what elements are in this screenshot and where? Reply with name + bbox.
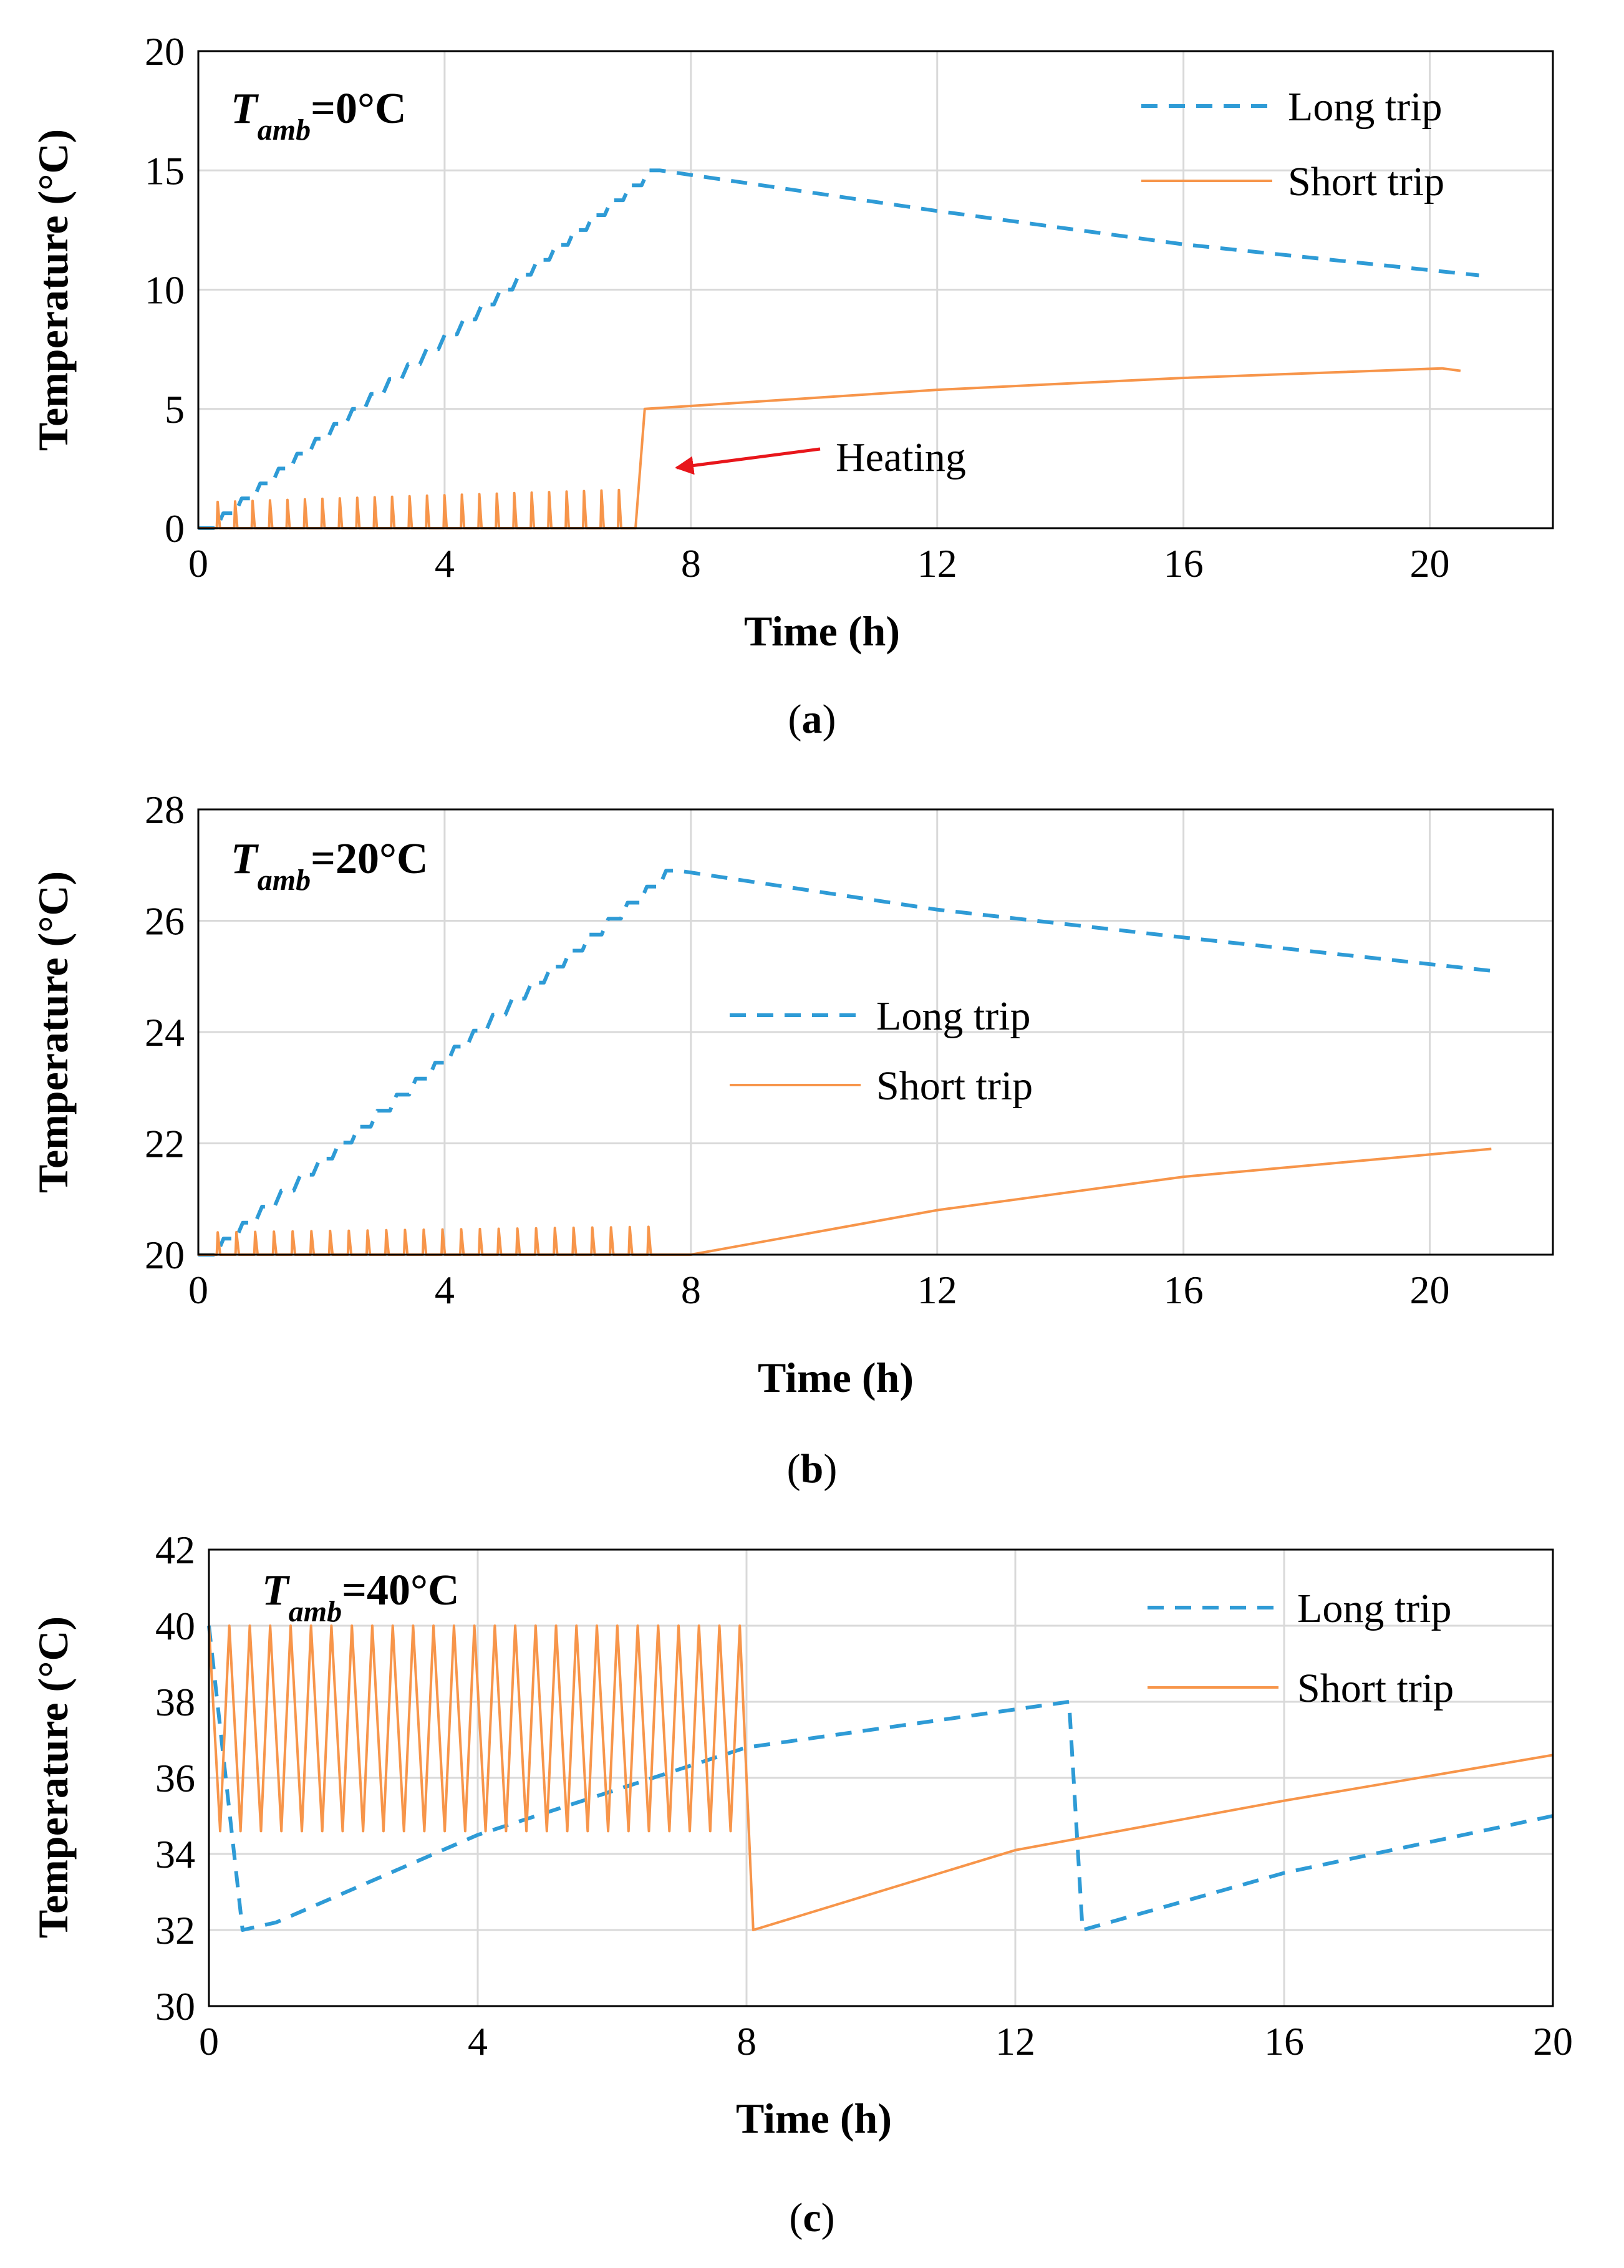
panel-b: 20 22 24 26 28 0 4 8 12 16 20 Temperature (°C) Ti…	[29, 788, 1554, 1492]
panel-b-x-tick-label: 4	[435, 1268, 455, 1312]
panel-a-x-tick-label: 12	[917, 541, 957, 586]
panel-c-y-ticks: 30 32 34 36 38 40 42	[155, 1528, 195, 2029]
panel-c-y-tick-label: 36	[155, 1756, 195, 1800]
panel-c: 30 32 34 36 38 40 42 0 4 8 12 16 20 Temperature (°C…	[29, 1528, 1573, 2241]
panel-b-legend-short-label: Short trip	[876, 1063, 1033, 1109]
panel-b-long-trip-line	[198, 869, 1492, 1257]
panel-a-y-tick-label: 0	[165, 506, 185, 551]
panel-a-x-tick-label: 4	[435, 541, 455, 586]
panel-c-x-tick-label: 20	[1533, 2019, 1573, 2063]
panel-a-short-trip-line	[198, 367, 1461, 529]
panel-c-long-trip-line	[207, 1625, 1554, 1932]
panel-a-x-axis-title: Time (h)	[744, 607, 900, 655]
panel-a-legend-long-label: Long trip	[1288, 84, 1442, 130]
panel-c-plot-frame	[208, 1548, 1554, 2007]
panel-c-y-tick-label: 32	[155, 1908, 195, 1952]
panel-b-legend: Long trip Short trip	[730, 993, 1033, 1109]
panel-a-x-tick-label: 8	[681, 541, 701, 586]
panel-a-y-tick-label: 10	[145, 268, 185, 312]
panel-c-legend-long-label: Long trip	[1297, 1586, 1451, 1631]
panel-a-x-tick-label: 20	[1410, 541, 1450, 586]
panel-a-grid	[198, 51, 1553, 528]
panel-b-short-trip-line	[198, 1147, 1492, 1256]
panel-b-series	[198, 869, 1492, 1257]
panel-a-legend: Long trip Short trip	[1141, 84, 1444, 205]
panel-c-tamb-label: Tamb=40°C	[262, 1566, 460, 1628]
panel-c-y-tick-label: 40	[155, 1604, 195, 1648]
panel-b-tamb-label: Tamb=20°C	[231, 835, 428, 897]
panel-b-x-tick-label: 20	[1410, 1268, 1450, 1312]
panel-a-x-tick-label: 0	[188, 541, 208, 586]
panel-b-y-tick-label: 24	[145, 1010, 185, 1054]
panel-c-legend-short-label: Short trip	[1297, 1666, 1454, 1711]
panel-a-tamb-label: Tamb=0°C	[231, 85, 407, 147]
panel-c-x-tick-label: 12	[995, 2019, 1035, 2063]
panel-c-y-axis-title: Temperature (°C)	[29, 1616, 77, 1938]
panel-c-y-tick-label: 42	[155, 1528, 195, 1572]
panel-b-y-axis-title: Temperature (°C)	[29, 871, 77, 1193]
panel-b-x-tick-label: 16	[1164, 1268, 1204, 1312]
panel-b-legend-long-label: Long trip	[876, 993, 1030, 1039]
panel-c-y-tick-label: 34	[155, 1832, 195, 1876]
panel-b-caption: (b)	[787, 1446, 838, 1492]
panel-c-y-tick-label: 38	[155, 1680, 195, 1724]
panel-c-legend: Long trip Short trip	[1148, 1586, 1454, 1711]
panel-a-heating-label: Heating	[836, 435, 966, 480]
panel-a-y-axis-title: Temperature (°C)	[29, 129, 77, 451]
panel-a-plot-frame	[197, 50, 1554, 529]
panel-c-x-tick-label: 16	[1264, 2019, 1304, 2063]
panel-b-x-axis-title: Time (h)	[758, 1354, 914, 1401]
panel-a-y-tick-label: 20	[145, 29, 185, 74]
panel-a-y-tick-label: 15	[145, 148, 185, 193]
panel-a-caption: (a)	[788, 697, 836, 742]
panel-c-x-tick-label: 0	[199, 2019, 219, 2063]
panel-b-x-tick-label: 0	[188, 1268, 208, 1312]
panel-b-y-ticks: 20 22 24 26 28	[145, 788, 185, 1277]
panel-a-heating-arrow	[675, 447, 821, 475]
panel-a-x-ticks: 0 4 8 12 16 20	[188, 541, 1450, 586]
panel-b-y-tick-label: 28	[145, 788, 185, 832]
panel-a: 0 5 10 15 20 0 4 8 12 16 20 Temperature (°C) Time…	[29, 29, 1554, 742]
panel-b-x-tick-label: 8	[681, 1268, 701, 1312]
panel-a-y-ticks: 0 5 10 15 20	[145, 29, 185, 551]
panel-c-short-trip-line	[208, 1624, 1554, 1931]
panel-b-grid	[198, 809, 1553, 1255]
panel-b-y-tick-label: 22	[145, 1122, 185, 1166]
panel-c-x-axis-title: Time (h)	[736, 2095, 892, 2142]
panel-c-y-tick-label: 30	[155, 1984, 195, 2029]
panel-c-x-ticks: 0 4 8 12 16 20	[199, 2019, 1573, 2063]
panel-b-x-tick-label: 12	[917, 1268, 957, 1312]
panel-c-grid	[209, 1550, 1553, 2006]
panel-b-x-ticks: 0 4 8 12 16 20	[188, 1268, 1450, 1312]
panel-b-y-tick-label: 26	[145, 899, 185, 943]
panel-a-legend-short-label: Short trip	[1288, 159, 1444, 205]
panel-b-y-tick-label: 20	[145, 1233, 185, 1277]
panel-c-x-tick-label: 4	[468, 2019, 488, 2063]
panel-c-x-tick-label: 8	[737, 2019, 756, 2063]
panel-a-x-tick-label: 16	[1164, 541, 1204, 586]
panel-c-series	[207, 1624, 1554, 1932]
panel-c-caption: (c)	[789, 2195, 834, 2241]
panel-a-heating-annotation: Heating	[675, 435, 966, 480]
panel-a-y-tick-label: 5	[165, 387, 185, 432]
panel-a-long-trip-line	[198, 168, 1479, 530]
panel-b-plot-frame	[197, 808, 1554, 1256]
